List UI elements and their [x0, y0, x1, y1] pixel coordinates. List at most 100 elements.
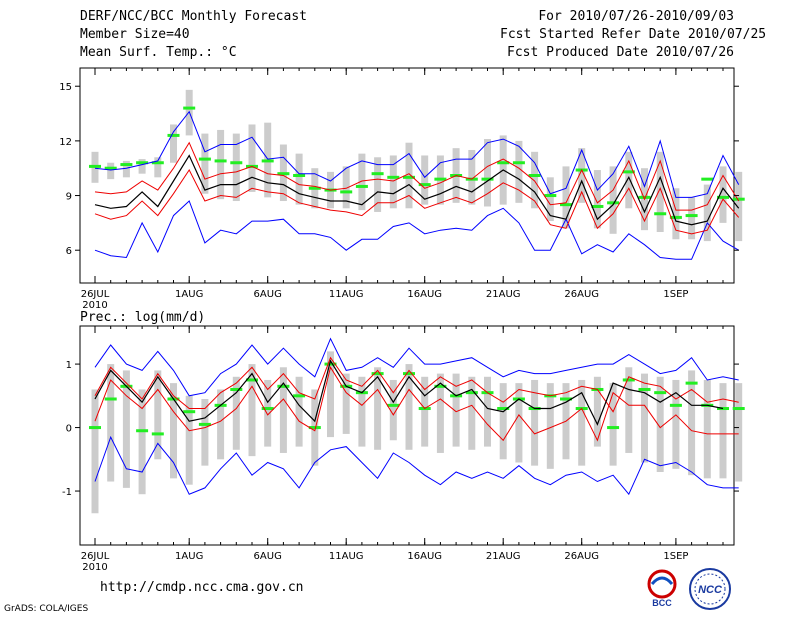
obs-marker [387, 403, 400, 407]
spread-bar [107, 162, 115, 180]
obs-marker [277, 384, 290, 388]
series-line-min [94, 435, 739, 496]
spread-bar [232, 133, 240, 202]
y-tick-label: -1 [62, 487, 72, 498]
obs-marker [497, 407, 510, 411]
obs-marker [481, 177, 494, 181]
spread-bar [122, 370, 130, 488]
series-line-min [94, 200, 739, 260]
spread-bar [201, 399, 209, 466]
obs-marker [308, 186, 321, 190]
x-tick-label: 1AUG [175, 551, 203, 562]
obs-marker [371, 172, 384, 176]
spread-bar [609, 383, 617, 466]
spread-bar [389, 155, 397, 209]
spread-bar [342, 373, 350, 434]
x-tick-label: 1SEP [663, 551, 688, 562]
spread-bar [358, 153, 366, 211]
spread-bar [217, 389, 225, 460]
obs-marker [669, 215, 682, 219]
obs-marker [434, 177, 447, 181]
obs-marker [308, 426, 321, 430]
series-line-sd_lower [94, 366, 739, 442]
spread-bar [593, 376, 601, 447]
bcc-logo-text: BCC [652, 598, 672, 608]
x-tick-label: 26AUG [564, 289, 599, 300]
spread-bar [609, 166, 617, 234]
spread-bar [578, 148, 586, 203]
obs-marker [544, 194, 557, 198]
spread-bar [735, 171, 743, 242]
spread-bar [389, 379, 397, 441]
y-tick-label: 15 [59, 82, 72, 93]
spread-bar [154, 157, 162, 178]
obs-marker [293, 174, 306, 177]
y-tick-label: 12 [59, 137, 72, 148]
obs-marker [293, 394, 306, 398]
spread-bar [546, 177, 554, 222]
obs-marker [403, 372, 415, 376]
obs-marker [387, 175, 400, 179]
x-tick-label: 21AUG [486, 289, 521, 300]
spread-bar [656, 376, 664, 472]
header-left: DERF/NCC/BCC Monthly Forecast Member Size… [80, 8, 307, 62]
obs-marker [701, 177, 714, 181]
ncc-logo-text: NCC [698, 584, 723, 596]
obs-marker [591, 204, 604, 208]
grads-credit: GrADS: COLA/IGES [4, 604, 89, 614]
obs-marker [528, 174, 541, 177]
plot-frame [79, 325, 735, 546]
spread-bar [122, 160, 130, 178]
spread-bar [672, 188, 680, 240]
spread-bar [405, 142, 413, 209]
spread-bar [688, 370, 696, 476]
x-tick-label: 6AUG [254, 551, 282, 562]
spread-bar [217, 129, 225, 200]
obs-marker [512, 161, 525, 165]
x-tick-label: 21AUG [486, 551, 521, 562]
obs-marker [669, 403, 682, 407]
obs-marker [261, 159, 274, 163]
obs-marker [151, 432, 164, 436]
x-tick-label: 6AUG [254, 289, 282, 300]
obs-marker [654, 391, 667, 395]
bcc-logo: BCC [647, 569, 677, 608]
obs-marker [230, 387, 243, 391]
obs-marker [183, 106, 196, 110]
spread-bar [91, 389, 99, 514]
obs-marker [230, 161, 243, 165]
series-line-sd_upper [94, 141, 740, 211]
spread-bar [295, 376, 303, 447]
obs-marker [183, 410, 196, 414]
spread-bar [499, 383, 507, 460]
precip-panel-label: Prec.: log(mm/d) [80, 310, 206, 325]
spread-bar [248, 364, 256, 457]
x-tick-label: 16AUG [407, 289, 442, 300]
obs-marker [638, 195, 651, 199]
obs-marker [638, 387, 651, 391]
obs-marker [732, 407, 745, 411]
header-produced-date: Fcst Produced Date 2010/07/26 [507, 45, 734, 60]
obs-marker [198, 157, 211, 161]
obs-marker [89, 426, 101, 430]
spread-bar [656, 151, 664, 232]
spread-bar [107, 364, 115, 482]
spread-bar [672, 379, 680, 469]
spread-bar [342, 166, 350, 209]
spread-bar [515, 140, 523, 203]
header-period: For 2010/07/26-2010/09/03 [538, 9, 734, 24]
obs-marker [120, 163, 133, 167]
x-year-label: 2010 [82, 300, 107, 311]
spread-bar [531, 151, 539, 209]
obs-marker [246, 378, 258, 382]
spread-bar [421, 155, 429, 205]
x-tick-label: 11AUG [329, 551, 364, 562]
spread-bar [531, 379, 539, 466]
obs-marker [622, 170, 635, 174]
series-line-sd_upper [94, 356, 739, 413]
spread-bar [703, 184, 711, 242]
chart-panel-0: 6 9 12 15 26JUL 1AUG 6AUG 11AUG 16AUG 21AUG 26AUG 1… [59, 67, 745, 311]
spread-bar [421, 376, 429, 447]
source-url[interactable]: http://cmdp.ncc.cma.gov.cn [100, 580, 304, 595]
